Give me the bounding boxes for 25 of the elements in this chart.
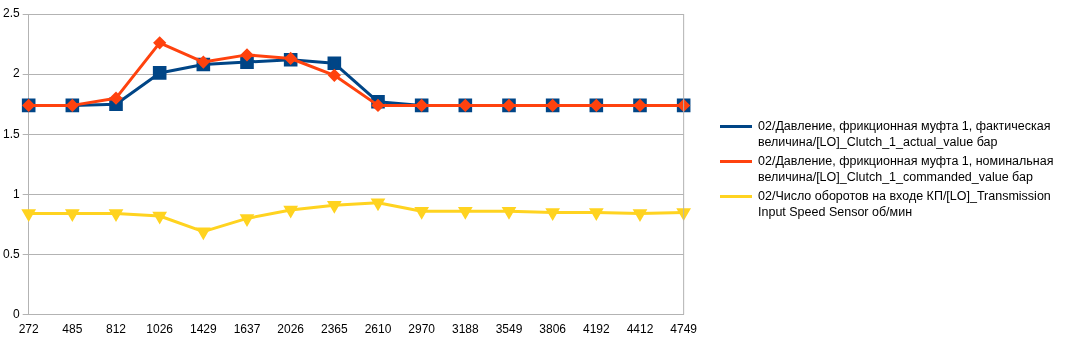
y-tick-label: 1 — [12, 186, 20, 201]
x-tick-label: 2026 — [277, 322, 305, 337]
x-tick-label: 3549 — [495, 322, 523, 337]
x-tick-label: 1026 — [146, 322, 174, 337]
x-tick-label: 485 — [62, 322, 83, 337]
x-tick-label: 4412 — [626, 322, 654, 337]
x-tick-label: 1429 — [189, 322, 218, 337]
x-tick-label: 272 — [18, 322, 40, 337]
x-tick-label: 812 — [106, 322, 127, 337]
x-tick-label: 3188 — [451, 322, 479, 337]
x-tick-label: 3806 — [539, 322, 567, 337]
x-tick-label: 2610 — [364, 322, 392, 337]
x-tick-label: 4192 — [582, 322, 610, 337]
y-tick-label: 0.5 — [2, 246, 20, 261]
x-tick-label: 2365 — [320, 322, 348, 337]
x-tick-label: 4749 — [670, 322, 698, 337]
legend-label: 02/Давление, фрикционная муфта 1, фактическая величина/[LO]_Clutch_1_actual_value бар — [758, 118, 1052, 150]
y-tick-label: 0 — [12, 306, 20, 321]
legend-label: 02/Давление, фрикционная муфта 1, номинальная величина/[LO]_Clutch_1_commanded_value бар — [758, 153, 1055, 185]
y-tick-label: 2 — [12, 66, 20, 81]
x-tick-label: 2970 — [408, 322, 436, 337]
legend-label: 02/Число оборотов на входе КП/[LO]_Transmission Input Speed Sensor об/мин — [758, 188, 1052, 220]
y-tick-label: 1.5 — [2, 126, 20, 141]
y-tick-label: 2.5 — [2, 6, 20, 21]
x-tick-label: 1637 — [233, 322, 261, 337]
